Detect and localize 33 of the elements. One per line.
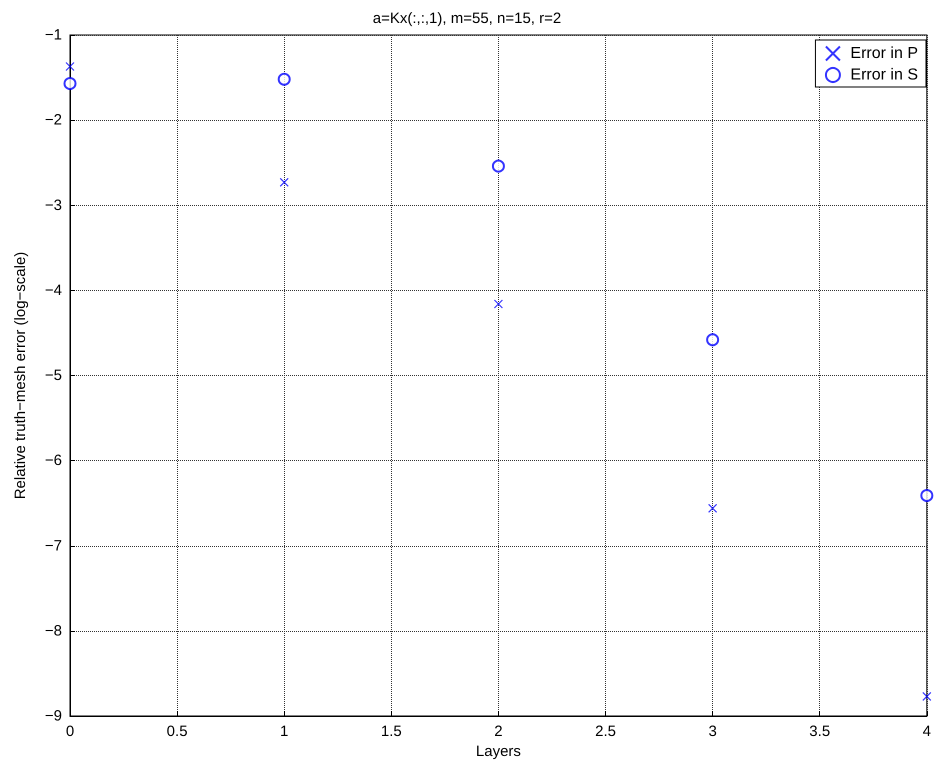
point — [706, 333, 720, 346]
x-axis-title: Layers — [476, 742, 521, 760]
x-tick-label: 4 — [922, 723, 931, 740]
point — [64, 77, 76, 90]
legend-label: Error in S — [850, 66, 918, 84]
x-tick-label: 1.5 — [380, 723, 402, 740]
y-tick-label: −3 — [44, 196, 62, 214]
point — [920, 489, 934, 502]
y-tick-label: −9 — [44, 708, 62, 724]
y-axis-title: Relative truth−mesh error (log−scale) — [12, 252, 29, 500]
chart-title: a=Kx(:,:,1), m=55, n=15, r=2 — [372, 10, 562, 27]
y-tick-label: −5 — [44, 367, 62, 384]
point — [708, 504, 718, 513]
x-tick-label: 1 — [280, 723, 288, 740]
x-tick-label: 0.5 — [166, 723, 188, 740]
y-tick-label: −7 — [44, 537, 62, 554]
y-tick-label: −4 — [44, 282, 62, 299]
x-tick-label: 2 — [494, 723, 503, 740]
y-tick-label: −2 — [44, 112, 62, 129]
x-tick-label: 3 — [708, 723, 717, 740]
legend-label: Error in P — [850, 45, 918, 62]
x-tick-label: 0 — [66, 723, 74, 740]
x-tick-label: 2.5 — [595, 723, 616, 740]
point — [65, 62, 75, 72]
point — [278, 72, 291, 86]
x-tick-label: 3.5 — [809, 723, 830, 740]
y-tick-label: −6 — [44, 452, 62, 470]
point — [492, 160, 505, 173]
point — [494, 299, 504, 309]
point — [922, 692, 932, 702]
point — [280, 178, 289, 187]
y-tick-label: −8 — [44, 622, 62, 640]
y-tick-label: −1 — [44, 26, 62, 44]
